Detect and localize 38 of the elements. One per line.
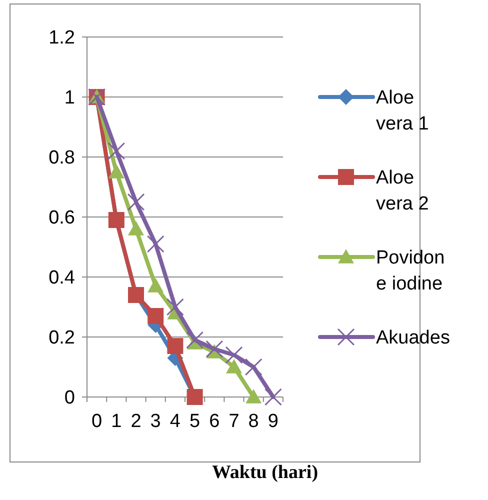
legend-label: Povidone iodine xyxy=(376,248,445,295)
point xyxy=(108,164,124,178)
legend-label: Aloe vera 1 xyxy=(376,88,429,135)
x-tick-label: 0 xyxy=(92,411,102,432)
point xyxy=(127,193,145,211)
point xyxy=(166,298,184,316)
y-tick-label: 0.6 xyxy=(48,208,75,229)
y-tick-label: 0 xyxy=(64,388,75,409)
y-tick-label: 0.4 xyxy=(48,268,76,289)
x-tick-label: 2 xyxy=(130,411,142,432)
y-tick-label: 0.8 xyxy=(48,148,75,169)
point xyxy=(264,388,282,406)
x-axis-title: Waktu (hari) xyxy=(212,462,318,483)
point xyxy=(206,340,224,358)
x-tick-label: 1 xyxy=(111,411,122,432)
point xyxy=(186,331,204,349)
point xyxy=(225,346,243,364)
x-tick-label: 9 xyxy=(268,411,278,432)
point xyxy=(146,235,164,253)
y-tick-label: 1 xyxy=(64,88,75,109)
legend-label: Akuades xyxy=(376,328,450,349)
point xyxy=(108,142,126,160)
point xyxy=(226,359,242,374)
point xyxy=(148,308,164,324)
x-tick-label: 6 xyxy=(209,411,220,432)
y-tick-label: 1.2 xyxy=(48,28,75,49)
x-tick-label: 3 xyxy=(150,411,161,432)
point xyxy=(244,358,262,376)
x-tick-label: 7 xyxy=(228,411,240,432)
y-tick-label: 0.2 xyxy=(48,328,75,349)
x-tick-label: 5 xyxy=(190,411,200,432)
point xyxy=(128,221,144,236)
x-tick-label: 4 xyxy=(170,411,181,432)
legend-label: Aloe vera 2 xyxy=(376,168,429,215)
point xyxy=(167,338,184,354)
point xyxy=(148,278,164,292)
point xyxy=(246,389,262,404)
x-tick-label: 8 xyxy=(248,411,259,432)
